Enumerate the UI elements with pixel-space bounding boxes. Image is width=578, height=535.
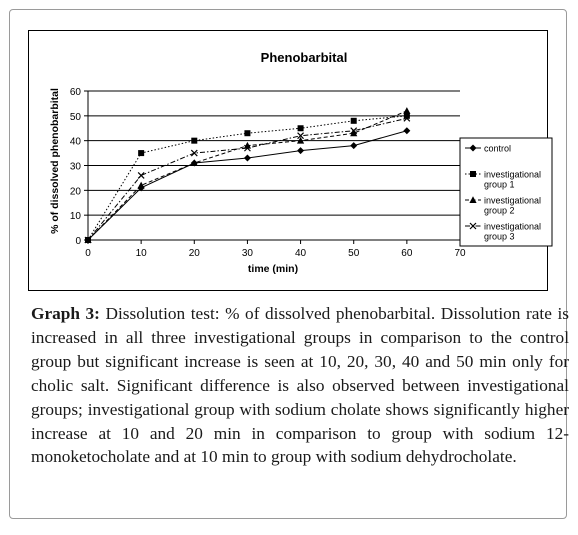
y-tick-label: 30 [70, 162, 82, 173]
data-point-square [470, 171, 476, 177]
data-point-x [190, 149, 198, 157]
data-point-triangle [137, 181, 145, 189]
y-tick-label: 20 [70, 186, 82, 197]
data-point-triangle [190, 159, 198, 167]
y-tick-label: 40 [70, 137, 82, 148]
x-tick-label: 10 [136, 248, 148, 259]
chart-title: Phenobarbital [261, 50, 348, 65]
x-tick-label: 0 [85, 248, 91, 259]
data-point-x [403, 114, 411, 122]
data-point-square [403, 112, 410, 119]
legend-label: control [484, 144, 511, 154]
data-point-triangle [350, 129, 358, 137]
x-tick-label: 20 [189, 248, 201, 259]
x-tick-label: 70 [454, 248, 466, 259]
figure-caption: Graph 3: Dissolution test: % of dissolve… [31, 302, 569, 469]
series-lines [84, 107, 411, 244]
data-point-diamond [403, 127, 411, 135]
x-axis-label: time (min) [248, 263, 298, 275]
y-axis-label: % of dissolved phenobarbital [49, 88, 61, 234]
data-point-triangle [469, 196, 477, 203]
x-tick-label: 60 [401, 248, 413, 259]
data-point-square [350, 117, 357, 124]
line-chart: Phenobarbital % of dissolved phenobarbit… [28, 30, 553, 291]
data-point-x [469, 222, 477, 230]
chart-area: Phenobarbital % of dissolved phenobarbit… [28, 30, 566, 292]
data-point-diamond [297, 147, 305, 155]
y-tick-label: 50 [70, 112, 82, 123]
y-tick-label: 60 [70, 87, 82, 98]
x-tick-label: 30 [242, 248, 254, 259]
data-point-x [84, 236, 92, 244]
y-tick-label: 0 [75, 236, 81, 247]
data-point-x [350, 127, 358, 135]
data-point-x [137, 172, 145, 179]
data-point-diamond [469, 144, 477, 152]
axes: 0 10 20 30 40 50 60 0 10 20 30 40 50 60 70 [70, 87, 466, 259]
data-point-triangle [296, 136, 305, 144]
data-point-x [244, 144, 251, 152]
data-point-square [191, 137, 198, 144]
x-tick-label: 40 [295, 248, 307, 259]
legend-label: investigational group 1 [484, 170, 541, 190]
gridlines [88, 90, 460, 216]
data-point-square [297, 125, 304, 132]
data-point-square [244, 130, 251, 137]
legend-label: investigational group 2 [484, 196, 541, 216]
data-point-square [138, 150, 145, 157]
figure-frame: Phenobarbital % of dissolved phenobarbit… [9, 9, 569, 519]
y-tick-label: 10 [70, 211, 82, 222]
caption-label: Graph 3: [31, 304, 100, 323]
data-point-x [297, 132, 304, 140]
data-point-diamond [350, 142, 358, 150]
data-point-triangle [403, 107, 411, 114]
data-point-diamond [243, 154, 251, 162]
x-tick-label: 50 [348, 248, 360, 259]
caption-text: Dissolution test: % of dissolved phenoba… [31, 304, 569, 467]
legend: control investigational group 1 investigati… [459, 137, 553, 247]
legend-label: investigational group 3 [484, 222, 541, 242]
